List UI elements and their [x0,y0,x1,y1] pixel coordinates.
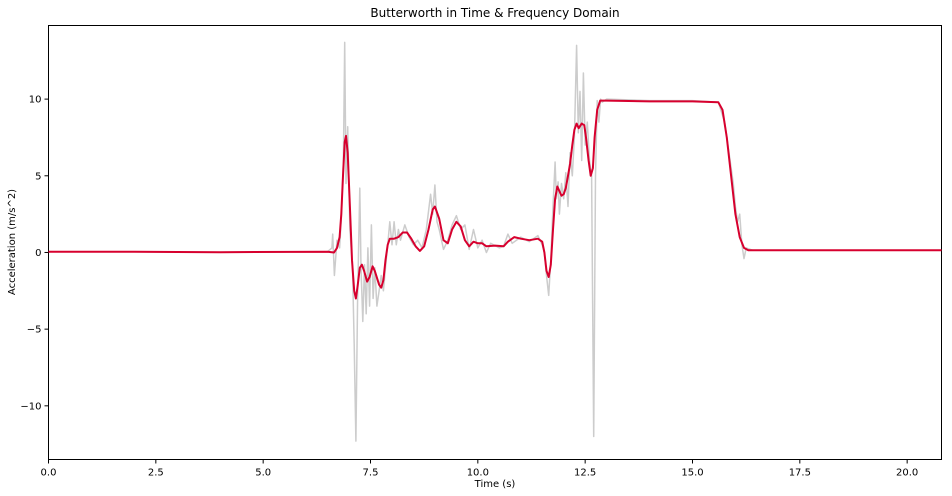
x-axis: 0.0 2.5 5.0 7.5 10.0 12.5 15.0 17.5 20.0 [41,459,918,479]
y-tick-label: 10 [29,95,42,106]
x-tick-label: 15.0 [681,468,703,479]
y-tick-label: 0 [35,248,41,259]
plot-frame [48,25,942,460]
x-tick-label: 12.5 [574,468,596,479]
x-tick-label: 2.5 [148,468,164,479]
x-tick-label: 5.0 [255,468,271,479]
y-axis: −10 −5 0 5 10 [20,95,49,412]
y-tick-label: −5 [27,325,42,336]
x-tick-label: 10.0 [467,468,489,479]
x-axis-label: Time (s) [474,479,516,490]
x-tick-label: 7.5 [363,468,379,479]
y-tick-label: 5 [35,171,41,182]
chart-title: Butterworth in Time & Frequency Domain [370,6,619,20]
series-layer [48,41,942,442]
series-line-1 [48,99,942,300]
x-tick-label: 20.0 [896,468,918,479]
series-line-0 [48,41,942,442]
x-tick-label: 17.5 [789,468,811,479]
x-tick-label: 0.0 [41,468,57,479]
y-axis-label: Acceleration (m/s^2) [7,189,18,295]
y-tick-label: −10 [20,401,41,412]
